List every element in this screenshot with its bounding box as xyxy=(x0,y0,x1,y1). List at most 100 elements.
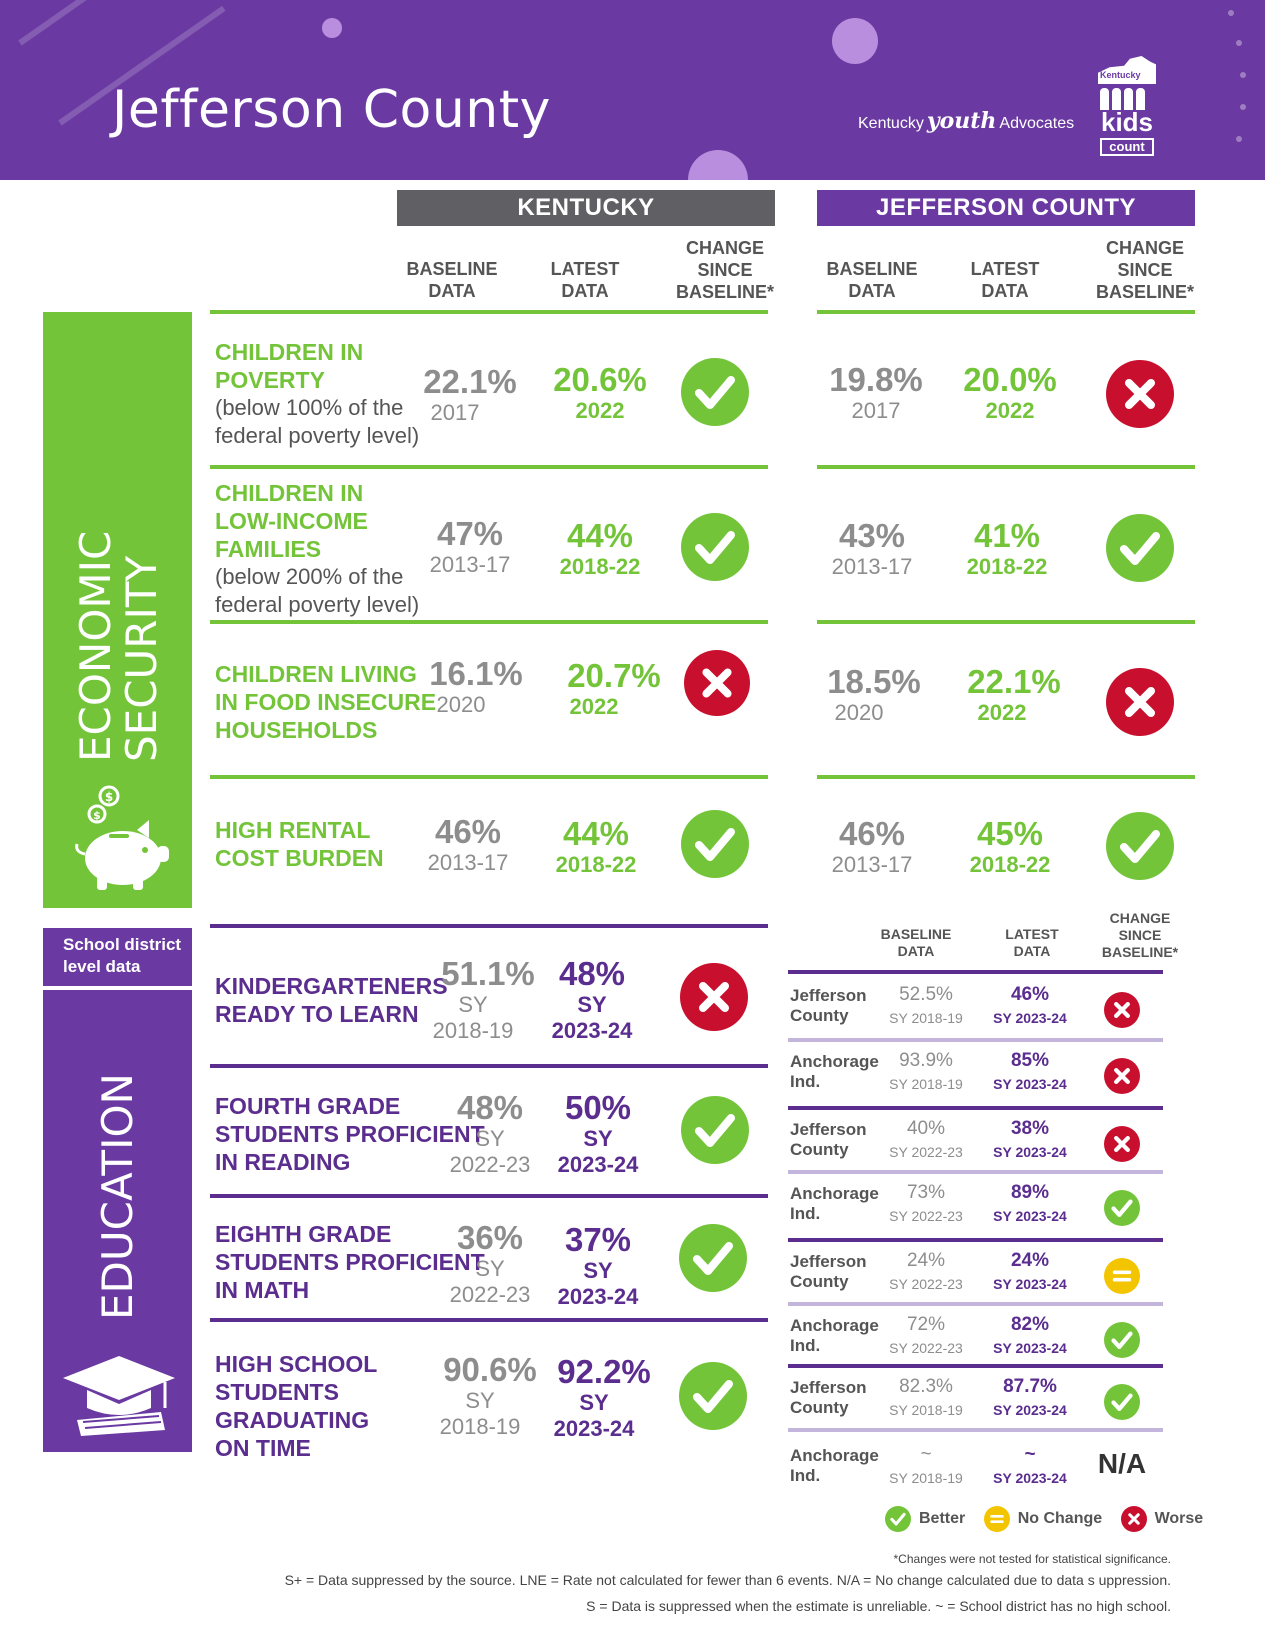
decorative-dot xyxy=(1240,72,1246,78)
table-row: Jefferson County 40% SY 2022-23 38% SY 20… xyxy=(790,1110,1162,1174)
decorative-dot xyxy=(688,150,748,180)
decorative-dot xyxy=(322,18,342,38)
footnote-suppression: S+ = Data suppressed by the source. LNE … xyxy=(284,1572,1171,1588)
worse-icon xyxy=(1106,668,1174,736)
ky-baseline-value: 90.6% SY 2018-19 xyxy=(439,1351,537,1440)
logo-state-text: Kentucky xyxy=(1100,70,1141,80)
baseline-value: 24% xyxy=(906,1250,946,1271)
no-change-icon xyxy=(983,1506,1010,1532)
ky-baseline-value: 46% 2013-17 xyxy=(427,813,509,876)
baseline-year: SY 2022-23 xyxy=(889,1276,963,1292)
org-prefix: Kentucky xyxy=(858,115,924,132)
baseline-value: 93.9% xyxy=(899,1050,953,1071)
worse-icon xyxy=(1104,992,1140,1028)
table-row: Anchorage Ind. 73% SY 2022-23 89% SY 2023… xyxy=(790,1174,1162,1238)
baseline-value: ~ xyxy=(920,1444,932,1465)
decorative-dot xyxy=(1236,40,1242,46)
legend-no-change: No Change xyxy=(983,1506,1102,1532)
better-icon xyxy=(1104,1384,1140,1420)
piggy-bank-icon: $ $ xyxy=(75,785,169,890)
ky-baseline-header: BASELINE DATA xyxy=(406,259,498,301)
better-icon xyxy=(1104,1322,1140,1358)
page-title: Jefferson County xyxy=(112,80,551,140)
district-name: Anchorage Ind. xyxy=(790,1446,879,1485)
school-latest-header: LATEST DATA xyxy=(1005,926,1059,959)
latest-year: SY 2023-24 xyxy=(993,1402,1067,1418)
divider xyxy=(788,1302,1163,1306)
ky-baseline-value: 36% SY 2022-23 xyxy=(449,1219,531,1308)
ky-baseline-value: 16.1% 2020 xyxy=(429,655,523,718)
better-icon xyxy=(679,1362,747,1430)
ky-latest-value: 20.7% 2022 xyxy=(567,657,661,720)
ky-baseline-value: 51.1% SY 2018-19 xyxy=(432,955,535,1044)
better-icon xyxy=(681,810,749,878)
latest-value: 87.7% xyxy=(1003,1376,1057,1397)
hands-icon xyxy=(1100,88,1154,110)
education-sidebar: School district level data EDUCATION xyxy=(43,924,192,1452)
divider xyxy=(210,1318,768,1322)
divider xyxy=(210,1194,768,1198)
indicator-label-low-income: CHILDREN IN LOW-INCOME FAMILIES (below 200… xyxy=(215,480,420,617)
org-youth: youth xyxy=(926,108,997,134)
divider xyxy=(788,1428,1163,1432)
table-row: Anchorage Ind. 72% SY 2022-23 82% SY 2023… xyxy=(790,1306,1162,1370)
ky-latest-value: 44% 2018-22 xyxy=(555,815,637,878)
graduation-cap-icon xyxy=(63,1356,175,1436)
district-name: Anchorage Ind. xyxy=(790,1052,879,1091)
school-baseline-header: BASELINE DATA xyxy=(880,926,952,959)
latest-value: 24% xyxy=(1010,1250,1050,1271)
latest-year: SY 2023-24 xyxy=(993,1144,1067,1160)
county-baseline-value: 43% 2013-17 xyxy=(831,517,913,580)
county-baseline-value: 46% 2013-17 xyxy=(831,815,913,878)
kids-count-logo: Kentucky kids count xyxy=(1098,56,1156,158)
logo-kids-text: kids xyxy=(1100,107,1154,137)
decorative-dot xyxy=(1236,136,1242,142)
baseline-year: SY 2018-19 xyxy=(889,1402,963,1418)
baseline-year: SY 2018-19 xyxy=(889,1470,963,1486)
table-row: Anchorage Ind. ~ SY 2018-19 ~ SY 2023-24 … xyxy=(790,1436,1162,1500)
latest-value: 85% xyxy=(1010,1050,1050,1071)
indicator-label-graduation: HIGH SCHOOL STUDENTS GRADUATING ON TIME xyxy=(215,1351,378,1461)
district-name: Anchorage Ind. xyxy=(790,1184,879,1223)
ky-baseline-value: 47% 2013-17 xyxy=(429,515,511,578)
latest-year: SY 2023-24 xyxy=(993,1010,1067,1026)
county-latest-value: 22.1% 2022 xyxy=(967,663,1061,726)
page-header: Jefferson County Kentucky youth Advocates … xyxy=(0,0,1265,180)
org-suffix: Advocates xyxy=(999,115,1075,132)
district-name: Jefferson County xyxy=(790,1378,867,1417)
baseline-value: 40% xyxy=(906,1118,946,1139)
ky-baseline-value: 48% SY 2022-23 xyxy=(449,1089,531,1178)
baseline-value: 82.3% xyxy=(899,1376,953,1397)
table-row: Jefferson County 24% SY 2022-23 24% SY 20… xyxy=(790,1242,1162,1306)
education-title: EDUCATION xyxy=(93,1073,142,1320)
better-icon xyxy=(885,1506,911,1532)
indicator-label-poverty: CHILDREN IN POVERTY (below 100% of the fed… xyxy=(215,339,420,448)
ky-latest-value: 48% SY 2023-24 xyxy=(551,955,633,1044)
baseline-year: SY 2022-23 xyxy=(889,1340,963,1356)
baseline-year: SY 2022-23 xyxy=(889,1208,963,1224)
divider xyxy=(817,620,1195,624)
latest-value: 46% xyxy=(1010,984,1050,1005)
county-baseline-value: 18.5% 2020 xyxy=(827,663,921,726)
kentucky-header: KENTUCKY xyxy=(397,190,775,226)
worse-icon xyxy=(684,650,750,716)
divider xyxy=(788,970,1163,974)
economic-security-sidebar: ECONOMIC SECURITY $ $ xyxy=(43,312,192,908)
divider xyxy=(788,1238,1163,1242)
decorative-stripe xyxy=(18,0,153,46)
ky-latest-value: 92.2% SY 2023-24 xyxy=(553,1353,651,1442)
divider xyxy=(788,1170,1163,1174)
divider xyxy=(788,1364,1163,1368)
ky-latest-value: 44% 2018-22 xyxy=(559,517,641,580)
decorative-dot xyxy=(832,18,878,64)
baseline-year: SY 2018-19 xyxy=(889,1076,963,1092)
district-name: Jefferson County xyxy=(790,1252,867,1291)
school-change-header: CHANGE SINCE BASELINE* xyxy=(1101,910,1179,960)
indicator-label-fourth-grade-reading: FOURTH GRADE STUDENTS PROFICIENT IN READIN… xyxy=(215,1093,485,1175)
school-district-note: School district level data xyxy=(63,935,182,976)
baseline-value: 72% xyxy=(906,1314,946,1335)
better-icon xyxy=(679,1224,747,1292)
county-latest-header: LATEST DATA xyxy=(970,259,1040,301)
worse-icon xyxy=(1120,1506,1147,1532)
worse-icon xyxy=(680,963,748,1031)
